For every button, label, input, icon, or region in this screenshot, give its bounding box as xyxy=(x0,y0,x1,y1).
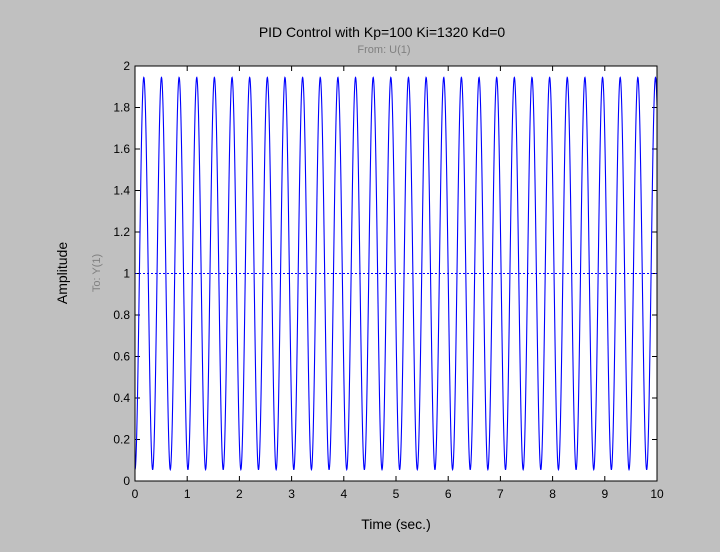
x-tick-label: 9 xyxy=(601,487,608,501)
x-tick-label: 2 xyxy=(236,487,243,501)
y-axis-secondary-label: To: Y(1) xyxy=(91,254,103,292)
y-tick-label: 1.2 xyxy=(113,225,130,239)
x-tick-label: 7 xyxy=(497,487,504,501)
x-tick-label: 1 xyxy=(184,487,191,501)
y-tick-label: 0.2 xyxy=(113,433,130,447)
y-tick-label: 0.4 xyxy=(113,391,130,405)
chart-subtitle: From: U(1) xyxy=(357,44,410,56)
y-tick-label: 1.4 xyxy=(113,184,130,198)
y-axis-ticks: 0 0.2 0.4 0.6 0.8 1 1.2 1.4 1.6 1.8 2 xyxy=(113,59,657,488)
y-tick-label: 1.8 xyxy=(113,101,130,115)
x-tick-label: 6 xyxy=(445,487,452,501)
x-tick-label: 0 xyxy=(132,487,139,501)
plot-frame xyxy=(134,65,658,482)
series-line-step-response xyxy=(134,76,658,472)
x-axis-ticks: 0 1 2 3 4 5 6 7 8 9 10 xyxy=(132,66,664,501)
y-tick-label: 1.6 xyxy=(113,142,130,156)
x-tick-label: 5 xyxy=(393,487,400,501)
y-tick-label: 0.6 xyxy=(113,350,130,364)
y-tick-label: 2 xyxy=(123,59,130,73)
x-tick-label: 4 xyxy=(340,487,347,501)
x-tick-label: 8 xyxy=(549,487,556,501)
x-tick-label: 10 xyxy=(650,487,664,501)
chart-title: PID Control with Kp=100 Ki=1320 Kd=0 xyxy=(259,24,506,40)
y-tick-label: 0.8 xyxy=(113,308,130,322)
x-axis-label: Time (sec.) xyxy=(361,516,430,532)
x-tick-label: 3 xyxy=(288,487,295,501)
y-tick-label: 1 xyxy=(123,267,130,281)
y-axis-label: Amplitude xyxy=(54,242,70,304)
y-tick-label: 0 xyxy=(123,474,130,488)
